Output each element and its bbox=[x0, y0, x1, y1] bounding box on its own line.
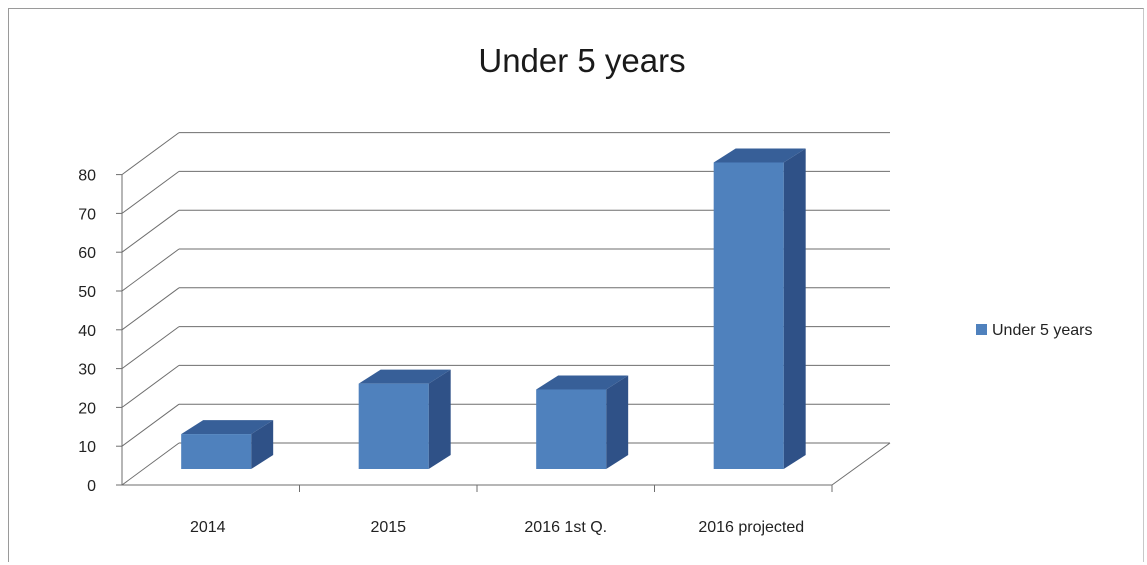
y-tick-label: 70 bbox=[78, 206, 96, 223]
chart-frame bbox=[8, 8, 1144, 562]
bar-top bbox=[536, 375, 629, 390]
y-tick-label: 80 bbox=[78, 168, 96, 185]
grid-line-side bbox=[121, 209, 180, 253]
y-tick-label: 60 bbox=[78, 245, 96, 262]
bar-side bbox=[251, 420, 274, 469]
legend: Under 5 years bbox=[976, 322, 1093, 339]
bar-front bbox=[358, 383, 429, 469]
bar-top bbox=[713, 148, 806, 163]
bar bbox=[358, 369, 451, 469]
bar bbox=[536, 375, 629, 469]
legend-swatch bbox=[976, 324, 987, 335]
bar-side bbox=[783, 148, 806, 470]
grid-line-side bbox=[121, 170, 180, 214]
bar-top bbox=[358, 369, 451, 384]
legend-label: Under 5 years bbox=[992, 322, 1093, 339]
y-axis-ticks: 0 10 20 30 40 50 60 70 80 bbox=[78, 168, 122, 495]
bar-front bbox=[181, 434, 252, 469]
bar-front bbox=[536, 389, 607, 469]
floor-edge bbox=[831, 442, 891, 486]
y-tick-label: 10 bbox=[78, 439, 96, 456]
grid-line-side bbox=[121, 248, 180, 292]
grid-line-side bbox=[121, 326, 180, 370]
x-tick-label: 2016 1st Q. bbox=[524, 519, 607, 536]
grid-line-side bbox=[121, 287, 180, 331]
y-tick-label: 40 bbox=[78, 323, 96, 340]
bar bbox=[181, 420, 274, 469]
chart-bars bbox=[181, 148, 806, 470]
y-tick-label: 30 bbox=[78, 362, 96, 379]
bar-side bbox=[606, 375, 629, 469]
y-tick-label: 20 bbox=[78, 400, 96, 417]
x-axis-labels: 2014 2015 2016 1st Q. 2016 projected bbox=[190, 519, 804, 536]
bar bbox=[713, 148, 806, 470]
grid-line-side bbox=[121, 132, 180, 176]
chart-title: Under 5 years bbox=[478, 42, 685, 79]
x-tick-label: 2016 projected bbox=[698, 519, 804, 536]
bar-front bbox=[713, 162, 784, 470]
grid-line-side bbox=[121, 364, 180, 408]
x-tick-label: 2014 bbox=[190, 519, 226, 536]
x-tick-label: 2015 bbox=[370, 519, 406, 536]
grid-line-side bbox=[121, 403, 180, 447]
y-tick-label: 0 bbox=[87, 478, 96, 495]
bar-side bbox=[428, 369, 451, 469]
bar-top bbox=[181, 420, 274, 435]
y-tick-label: 50 bbox=[78, 284, 96, 301]
grid-line-side bbox=[121, 442, 180, 486]
